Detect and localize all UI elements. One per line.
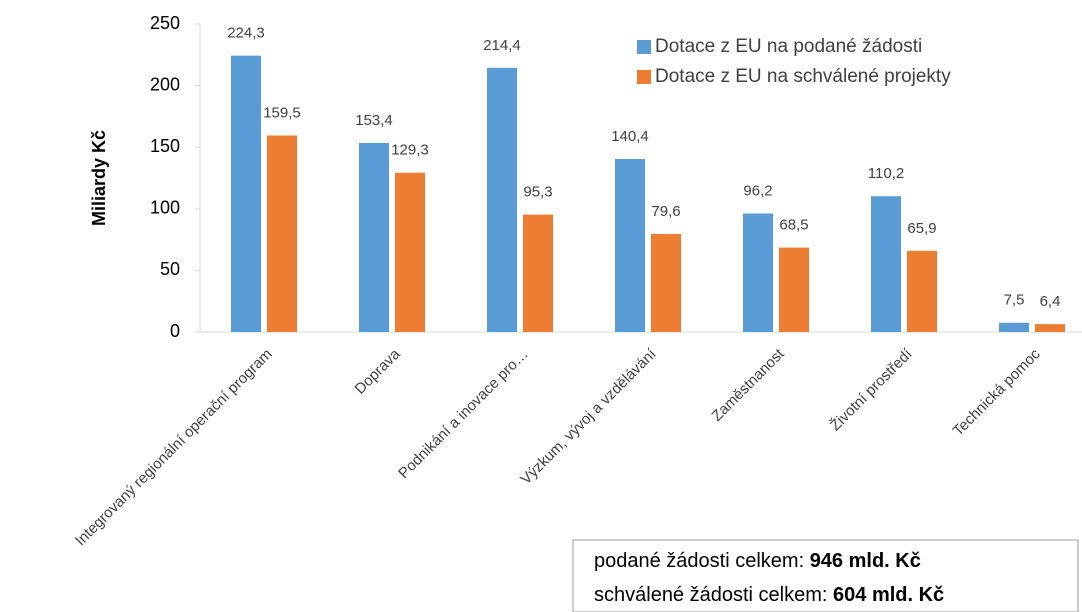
y-tick-label: 50 <box>160 259 180 279</box>
annotation-text: schválené žádosti celkem: <box>594 584 833 606</box>
data-label: 153,4 <box>355 112 393 129</box>
legend-label: Dotace z EU na schválené projekty <box>655 66 951 87</box>
data-label: 6,4 <box>1040 293 1061 310</box>
bar <box>871 196 901 332</box>
annotation: schválené žádosti celkem: 604 mld. Kč <box>594 584 944 606</box>
data-label: 96,2 <box>743 182 772 199</box>
annotation: podané žádosti celkem: 946 mld. Kč <box>594 550 921 572</box>
data-label: 68,5 <box>779 217 808 234</box>
y-tick-label: 250 <box>150 13 180 33</box>
data-label: 7,5 <box>1004 292 1025 309</box>
x-tick-label: Zaměstnanost <box>708 345 788 425</box>
x-tick-label: Výzkum, vývoj a vzdělávání <box>517 345 660 488</box>
annotation-bold: 946 mld. Kč <box>810 550 921 572</box>
bar <box>395 172 425 332</box>
legend-swatch <box>637 70 651 84</box>
annotation-bold: 604 mld. Kč <box>833 584 944 606</box>
data-label: 140,4 <box>611 128 649 145</box>
data-label: 224,3 <box>227 25 265 42</box>
bar <box>779 247 809 332</box>
data-label: 129,3 <box>391 142 429 159</box>
x-tick-label: Integrovaný regionální operační program <box>72 346 276 550</box>
x-tick-label: Životní prostředí <box>827 345 916 434</box>
bar <box>267 135 297 332</box>
bar <box>1035 324 1065 332</box>
bar <box>487 67 517 333</box>
data-label: 159,5 <box>263 104 301 121</box>
bar <box>523 214 553 332</box>
legend-swatch <box>637 40 651 54</box>
data-label: 214,4 <box>483 37 521 54</box>
x-tick-label: Podnikání a inovace pro… <box>395 346 531 482</box>
data-label: 79,6 <box>651 203 680 220</box>
y-tick-label: 200 <box>150 74 180 94</box>
bar <box>907 250 937 332</box>
data-label: 110,2 <box>868 165 904 182</box>
bar <box>999 322 1029 332</box>
x-tick-label: Doprava <box>352 345 405 398</box>
bar <box>615 159 645 332</box>
y-tick-label: 100 <box>150 198 180 218</box>
y-tick-label: 150 <box>150 136 180 156</box>
bar <box>231 55 261 332</box>
bar <box>359 143 389 332</box>
bar <box>651 233 681 332</box>
data-label: 65,9 <box>907 220 936 237</box>
bar <box>743 213 773 332</box>
annotation-text: podané žádosti celkem: <box>594 550 810 572</box>
y-axis-label: Miliardy Kč <box>89 130 109 226</box>
data-label: 95,3 <box>523 184 552 201</box>
y-tick-label: 0 <box>170 321 180 341</box>
annotation-box <box>572 539 1079 612</box>
x-tick-label: Technická pomoc <box>950 345 1044 439</box>
legend-label: Dotace z EU na podané žádosti <box>655 36 922 57</box>
